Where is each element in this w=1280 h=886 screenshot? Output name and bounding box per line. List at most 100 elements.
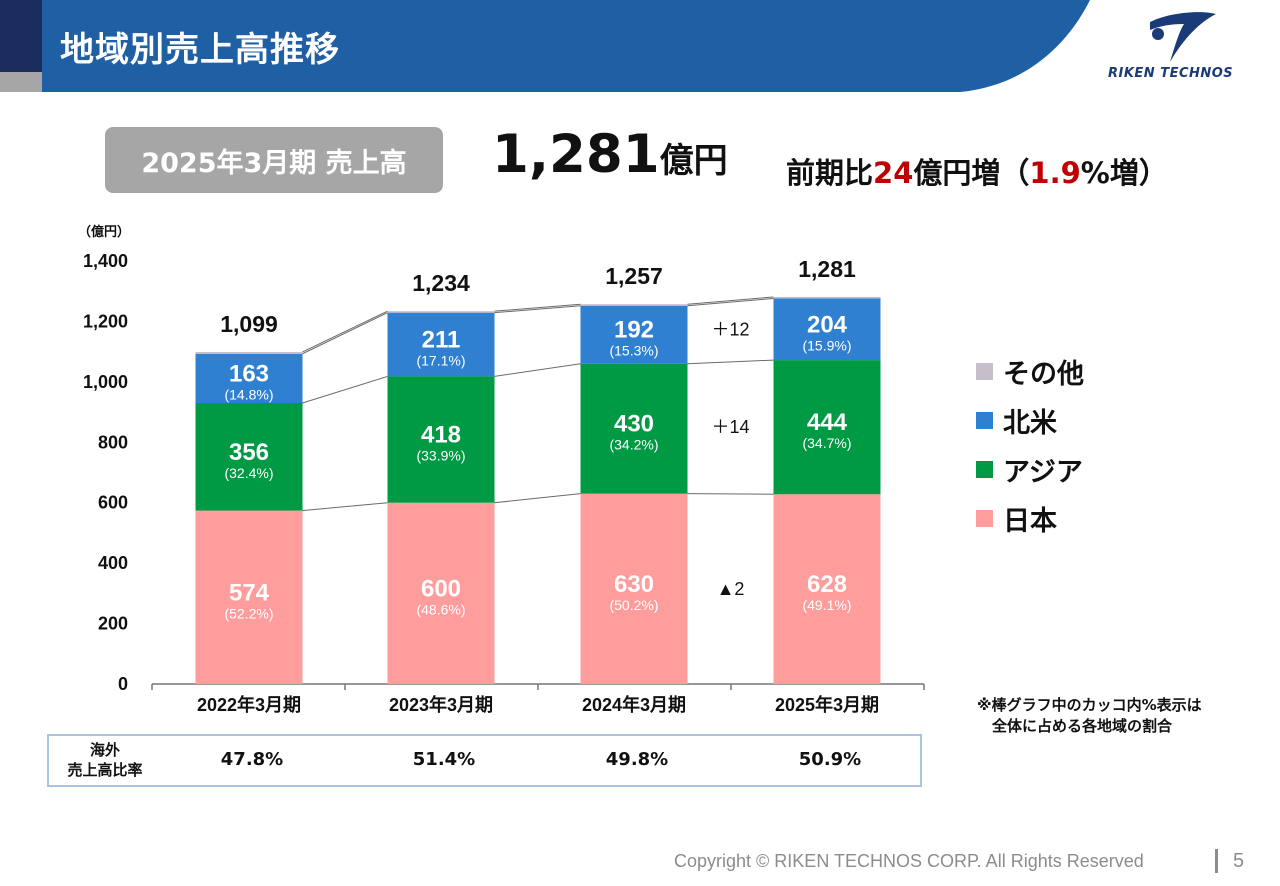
bar-segment	[773, 494, 881, 684]
header-banner	[42, 0, 1090, 92]
yoy-change-amount: 24	[873, 156, 914, 190]
chart-note: ※棒グラフ中のカッコ内%表示は 全体に占める各地域の割合	[977, 696, 1202, 735]
y-axis-unit-label: （億円）	[78, 224, 130, 239]
delta-label: ▲2	[717, 579, 745, 599]
segment-value-label: 192	[614, 317, 654, 344]
bar-segment	[580, 493, 688, 684]
segment-pct-label: (34.7%)	[802, 435, 851, 451]
segment-value-label: 600	[421, 575, 461, 602]
y-tick-label: 800	[98, 432, 128, 452]
y-tick-label: 1,000	[83, 372, 128, 392]
y-tick-label: 400	[98, 553, 128, 573]
footer-divider	[1215, 849, 1218, 873]
bar-segment	[387, 376, 495, 503]
yoy-change-suffix: %増）	[1080, 156, 1168, 190]
x-tick-label: 2024年3月期	[582, 694, 686, 715]
connector-line	[494, 493, 581, 504]
segment-value-label: 630	[614, 571, 654, 598]
segment-value-label: 430	[614, 411, 654, 438]
segment-value-label: 211	[422, 327, 461, 354]
legend-item: その他	[976, 352, 1084, 391]
segment-pct-label: (33.9%)	[416, 448, 465, 464]
header-accent-gray	[0, 72, 42, 92]
bar-total-label: 1,257	[605, 263, 663, 289]
connector-line	[494, 363, 581, 377]
segment-pct-label: (52.2%)	[224, 605, 273, 621]
delta-label: ＋12	[711, 319, 749, 339]
total-sales-unit: 億円	[659, 141, 728, 181]
overseas-ratio-value: 47.8%	[220, 749, 284, 770]
total-sales: 1,281億円	[492, 128, 728, 181]
connector-line	[302, 312, 388, 355]
overseas-ratio-value: 51.4%	[412, 749, 476, 770]
segment-value-label: 444	[807, 409, 848, 436]
bar-segment	[773, 360, 881, 495]
connector-line	[302, 310, 388, 353]
connector-line	[687, 493, 774, 495]
yoy-change-pct: 1.9	[1029, 156, 1081, 190]
segment-pct-label: (15.9%)	[802, 337, 851, 353]
page-number: 5	[1233, 850, 1245, 872]
yoy-change-mid: 億円増（	[913, 156, 1030, 190]
legend-item: アジア	[976, 450, 1083, 489]
segment-pct-label: (50.2%)	[609, 597, 658, 613]
overseas-ratio-value: 49.8%	[605, 749, 669, 770]
bar-segment	[773, 298, 881, 361]
y-tick-label: 200	[98, 614, 128, 634]
header-accent-navy	[0, 0, 42, 72]
y-tick-label: 1,400	[83, 251, 128, 271]
x-tick-label: 2023年3月期	[389, 694, 493, 715]
y-tick-label: 1,200	[83, 311, 128, 331]
connector-line	[494, 305, 581, 314]
segment-pct-label: (32.4%)	[224, 465, 273, 481]
legend-label: 北米	[1003, 408, 1057, 439]
legend-swatch	[976, 363, 993, 380]
bar-segment	[387, 312, 495, 377]
bar-total-label: 1,281	[798, 256, 856, 282]
page-title: 地域別売上高推移	[60, 30, 340, 70]
legend-label: 日本	[1003, 506, 1057, 537]
bar-segment	[387, 311, 495, 313]
yoy-change-prefix: 前期比	[786, 156, 874, 190]
segment-pct-label: (48.6%)	[416, 601, 465, 617]
segment-pct-label: (14.8%)	[224, 386, 273, 402]
yoy-change: 前期比24億円増（1.9%増）	[786, 150, 1168, 192]
overseas-ratio-table	[47, 734, 922, 787]
overseas-ratio-label-line1: 海外	[89, 741, 120, 759]
legend-item: 日本	[976, 499, 1057, 538]
bar-segment	[580, 363, 688, 494]
bar-segment	[387, 502, 495, 684]
connector-line	[494, 303, 581, 312]
bar-segment	[580, 305, 688, 364]
segment-value-label: 574	[229, 579, 270, 606]
legend-label: アジア	[1003, 457, 1083, 488]
bar-segment	[580, 304, 688, 306]
company-logo-text: RIKEN TECHNOS	[1108, 66, 1234, 81]
period-label-badge: 2025年3月期 売上高	[105, 127, 443, 193]
connector-line	[302, 502, 388, 512]
company-logo-icon	[1150, 12, 1216, 63]
bar-segment	[773, 296, 881, 299]
bar-segment	[195, 403, 303, 511]
bar-total-label: 1,234	[412, 270, 470, 296]
bar-segment	[195, 351, 303, 354]
segment-pct-label: (17.1%)	[416, 353, 465, 369]
legend-swatch	[976, 510, 993, 527]
segment-value-label: 204	[807, 311, 848, 338]
delta-label: ＋14	[711, 417, 749, 437]
connector-line	[302, 375, 388, 404]
footer-copyright: Copyright © RIKEN TECHNOS CORP. All Righ…	[674, 851, 1144, 871]
total-sales-value: 1,281	[492, 124, 660, 185]
y-tick-label: 0	[118, 674, 128, 694]
segment-value-label: 356	[229, 439, 269, 466]
connector-line	[687, 296, 774, 305]
overseas-ratio-label: 海外 売上高比率	[55, 740, 155, 780]
segment-value-label: 163	[229, 360, 269, 387]
legend-label: その他	[1003, 359, 1084, 390]
segment-value-label: 418	[421, 422, 461, 449]
connector-line	[687, 359, 774, 365]
segment-pct-label: (49.1%)	[802, 597, 851, 613]
segment-pct-label: (34.2%)	[609, 437, 658, 453]
x-tick-label: 2025年3月期	[775, 694, 879, 715]
